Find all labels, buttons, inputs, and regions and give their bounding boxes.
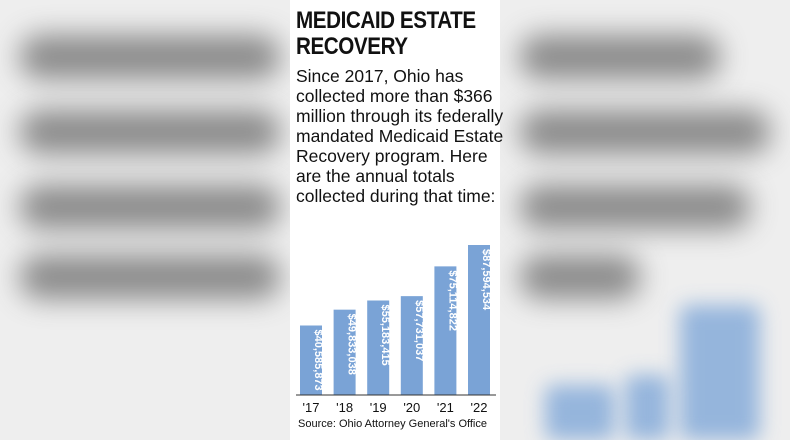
data-label: $57,731,037 xyxy=(413,300,425,361)
chart-source: Source: Ohio Attorney General's Office xyxy=(298,418,487,430)
x-tick-label: '19 xyxy=(370,400,387,415)
data-label: $55,183,415 xyxy=(379,305,391,366)
bar-22 xyxy=(468,245,490,395)
bar-21 xyxy=(434,266,457,395)
bar-20 xyxy=(400,296,423,395)
chart-panel xyxy=(290,0,500,440)
chart-subtitle: Since 2017, Ohio has collected more than… xyxy=(296,66,504,206)
x-tick-label: '17 xyxy=(303,400,320,415)
bar-17 xyxy=(300,325,322,395)
data-label: $40,585,873 xyxy=(312,329,324,390)
data-label: $49,833,038 xyxy=(346,314,358,375)
x-tick-label: '21 xyxy=(437,400,454,415)
chart-title: MEDICAID ESTATE RECOVERY xyxy=(296,7,476,60)
data-label: $75,114,822 xyxy=(446,270,458,331)
data-label: $87,594,534 xyxy=(480,249,492,311)
bar-18 xyxy=(333,309,356,395)
x-tick-label: '22 xyxy=(471,400,488,415)
x-tick-label: '18 xyxy=(336,400,353,415)
x-tick-label: '20 xyxy=(403,400,420,415)
bar-19 xyxy=(367,300,390,395)
